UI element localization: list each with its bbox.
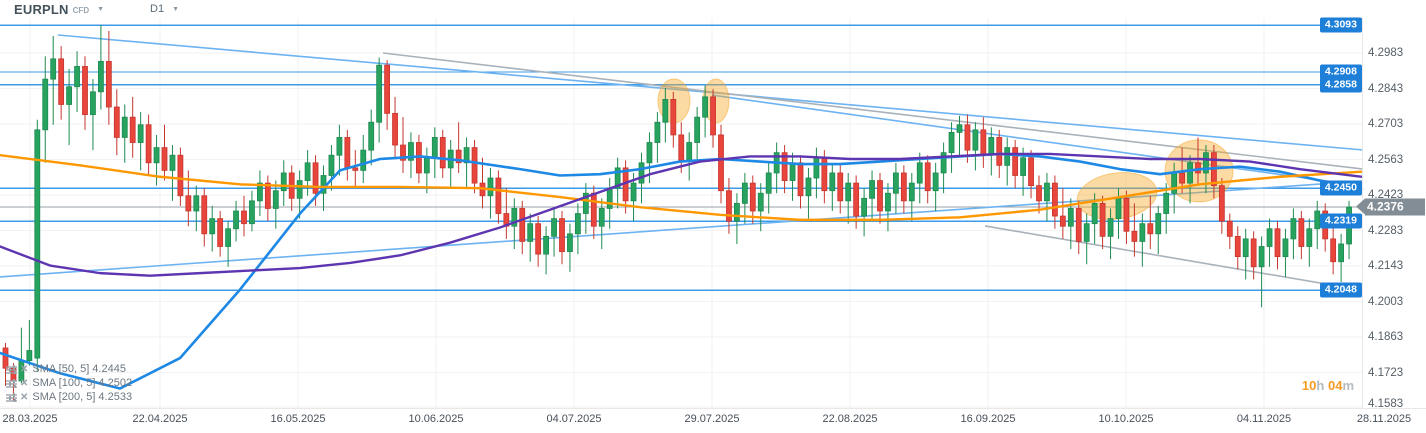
chart-header: EURPLN CFD ▼ D1 ▼	[0, 0, 179, 18]
price-axis-label: 4.2003	[1368, 295, 1404, 308]
symbol-dropdown-chevron-icon[interactable]: ▼	[97, 5, 105, 13]
date-axis-label: 16.05.2025	[270, 413, 326, 425]
trend-line[interactable]	[711, 94, 1363, 187]
instrument-type-label: CFD	[72, 5, 90, 15]
timer-minutes: 04	[1327, 378, 1343, 393]
indicator-label: SMA [200, 5] 4.2533	[32, 391, 133, 403]
price-axis-label: 4.1723	[1368, 366, 1404, 379]
trend-line[interactable]	[0, 180, 1363, 278]
date-axis-label: 28.03.2025	[2, 413, 58, 425]
price-axis-label: 4.2423	[1368, 189, 1404, 202]
axis-separator-horizontal	[0, 408, 1426, 409]
date-axis-label: 04.11.2025	[1236, 413, 1292, 425]
sma-line[interactable]	[0, 152, 1364, 390]
date-axis-label: 10.06.2025	[408, 413, 464, 425]
indicator-settings-icon[interactable]	[6, 378, 17, 388]
indicator-label: SMA [100, 5] 4.2502	[32, 377, 133, 389]
sma-line[interactable]	[0, 152, 1364, 277]
price-axis-label: 4.1863	[1368, 331, 1404, 344]
price-axis-label: 4.2983	[1368, 47, 1404, 59]
indicator-settings-icon[interactable]	[6, 364, 17, 374]
current-price-value: 4.2376	[1365, 198, 1425, 216]
timer-hours-unit: h	[1316, 378, 1325, 393]
indicator-remove-icon[interactable]: ✕	[20, 363, 29, 375]
price-level-badge[interactable]: 4.2319	[1319, 213, 1362, 229]
trend-line[interactable]	[984, 225, 1363, 291]
price-axis-label: 4.2283	[1368, 224, 1404, 237]
timeframe-label[interactable]: D1	[150, 3, 165, 15]
timer-hours: 10	[1301, 378, 1317, 393]
indicator-label: SMA [50, 5] 4.2445	[32, 363, 126, 375]
current-price-badge: 4.2376	[1356, 198, 1425, 216]
date-axis-label: 10.10.2025	[1098, 413, 1154, 425]
indicator-settings-icon[interactable]	[6, 392, 17, 402]
indicator-legend: ✕ SMA [50, 5] 4.2445 ✕ SMA [100, 5] 4.2502 ✕…	[6, 362, 132, 404]
date-axis-label: 22.08.2025	[822, 413, 878, 425]
date-axis-label: 16.09.2025	[960, 413, 1016, 425]
price-level-badge[interactable]: 4.2450	[1319, 180, 1362, 196]
price-level-badge[interactable]: 4.2908	[1319, 64, 1362, 80]
timeframe-dropdown-chevron-icon[interactable]: ▼	[172, 5, 180, 13]
price-level-badge[interactable]: 4.2858	[1319, 77, 1362, 93]
indicator-legend-row: ✕ SMA [200, 5] 4.2533	[6, 390, 132, 404]
date-axis-label: 22.04.2025	[132, 413, 188, 425]
price-axis-label: 4.2843	[1368, 82, 1404, 95]
date-axis-label: 04.07.2025	[546, 413, 602, 425]
price-axis-label: 4.1583	[1368, 398, 1404, 410]
price-axis-label: 4.2143	[1368, 260, 1404, 273]
date-axis-label: 28.11.2025	[1356, 413, 1412, 425]
symbol-label[interactable]: EURPLN	[14, 1, 69, 17]
indicator-remove-icon[interactable]: ✕	[20, 377, 29, 389]
timer-minutes-unit: m	[1342, 378, 1354, 393]
indicator-remove-icon[interactable]: ✕	[20, 391, 29, 403]
price-axis-label: 4.2703	[1368, 118, 1404, 130]
trend-line[interactable]	[382, 52, 1363, 170]
sma-line[interactable]	[0, 154, 1364, 222]
current-price-arrow-icon	[1356, 198, 1365, 215]
indicator-legend-row: ✕ SMA [50, 5] 4.2445	[6, 362, 132, 376]
price-level-badge[interactable]: 4.2048	[1319, 282, 1362, 298]
candle-countdown-timer: 10h 04m	[1302, 378, 1354, 393]
indicator-legend-row: ✕ SMA [100, 5] 4.2502	[6, 376, 132, 390]
price-axis-label: 4.2563	[1368, 153, 1404, 166]
price-level-badge[interactable]: 4.3093	[1319, 17, 1362, 33]
date-axis-label: 29.07.2025	[684, 413, 740, 425]
